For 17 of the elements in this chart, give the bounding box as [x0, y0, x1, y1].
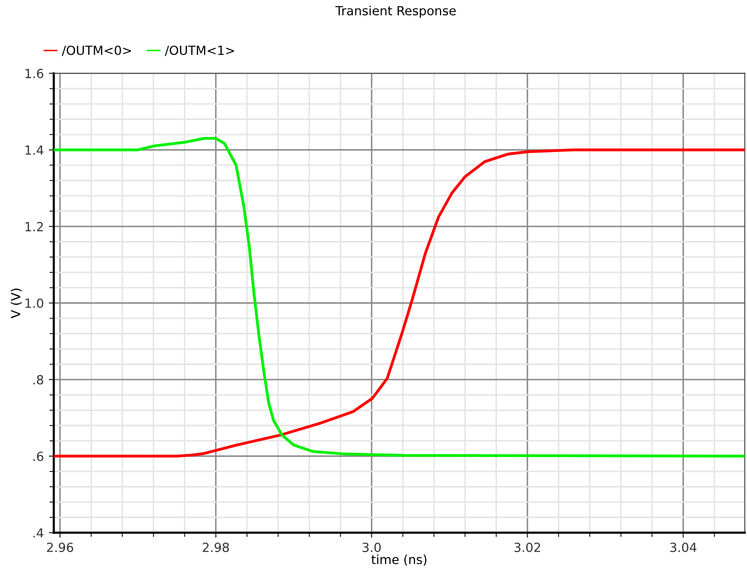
chart-title: Transient Response — [335, 6, 456, 18]
legend-label: /OUTM<1> — [164, 46, 234, 56]
x-tick-label: 3.02 — [514, 542, 540, 552]
y-tick-label: 1.0 — [26, 298, 44, 308]
y-tick-label: .4 — [33, 528, 44, 538]
x-tick-label: 3.04 — [670, 542, 696, 552]
y-tick-label: .8 — [33, 375, 44, 384]
x-axis-title: time (ns) — [371, 554, 426, 566]
y-tick-label: 1.4 — [26, 146, 44, 155]
y-axis-title: V (V) — [10, 288, 22, 318]
x-tick-label: 2.98 — [202, 542, 229, 552]
y-tick-label: .6 — [33, 452, 44, 462]
y-tick-label: 1.6 — [26, 68, 44, 78]
x-tick-label: 2.96 — [47, 542, 74, 552]
y-tick-label: 1.2 — [26, 222, 43, 232]
legend-label: /OUTM<0> — [62, 46, 131, 56]
x-tick-label: 3.0 — [362, 542, 381, 552]
